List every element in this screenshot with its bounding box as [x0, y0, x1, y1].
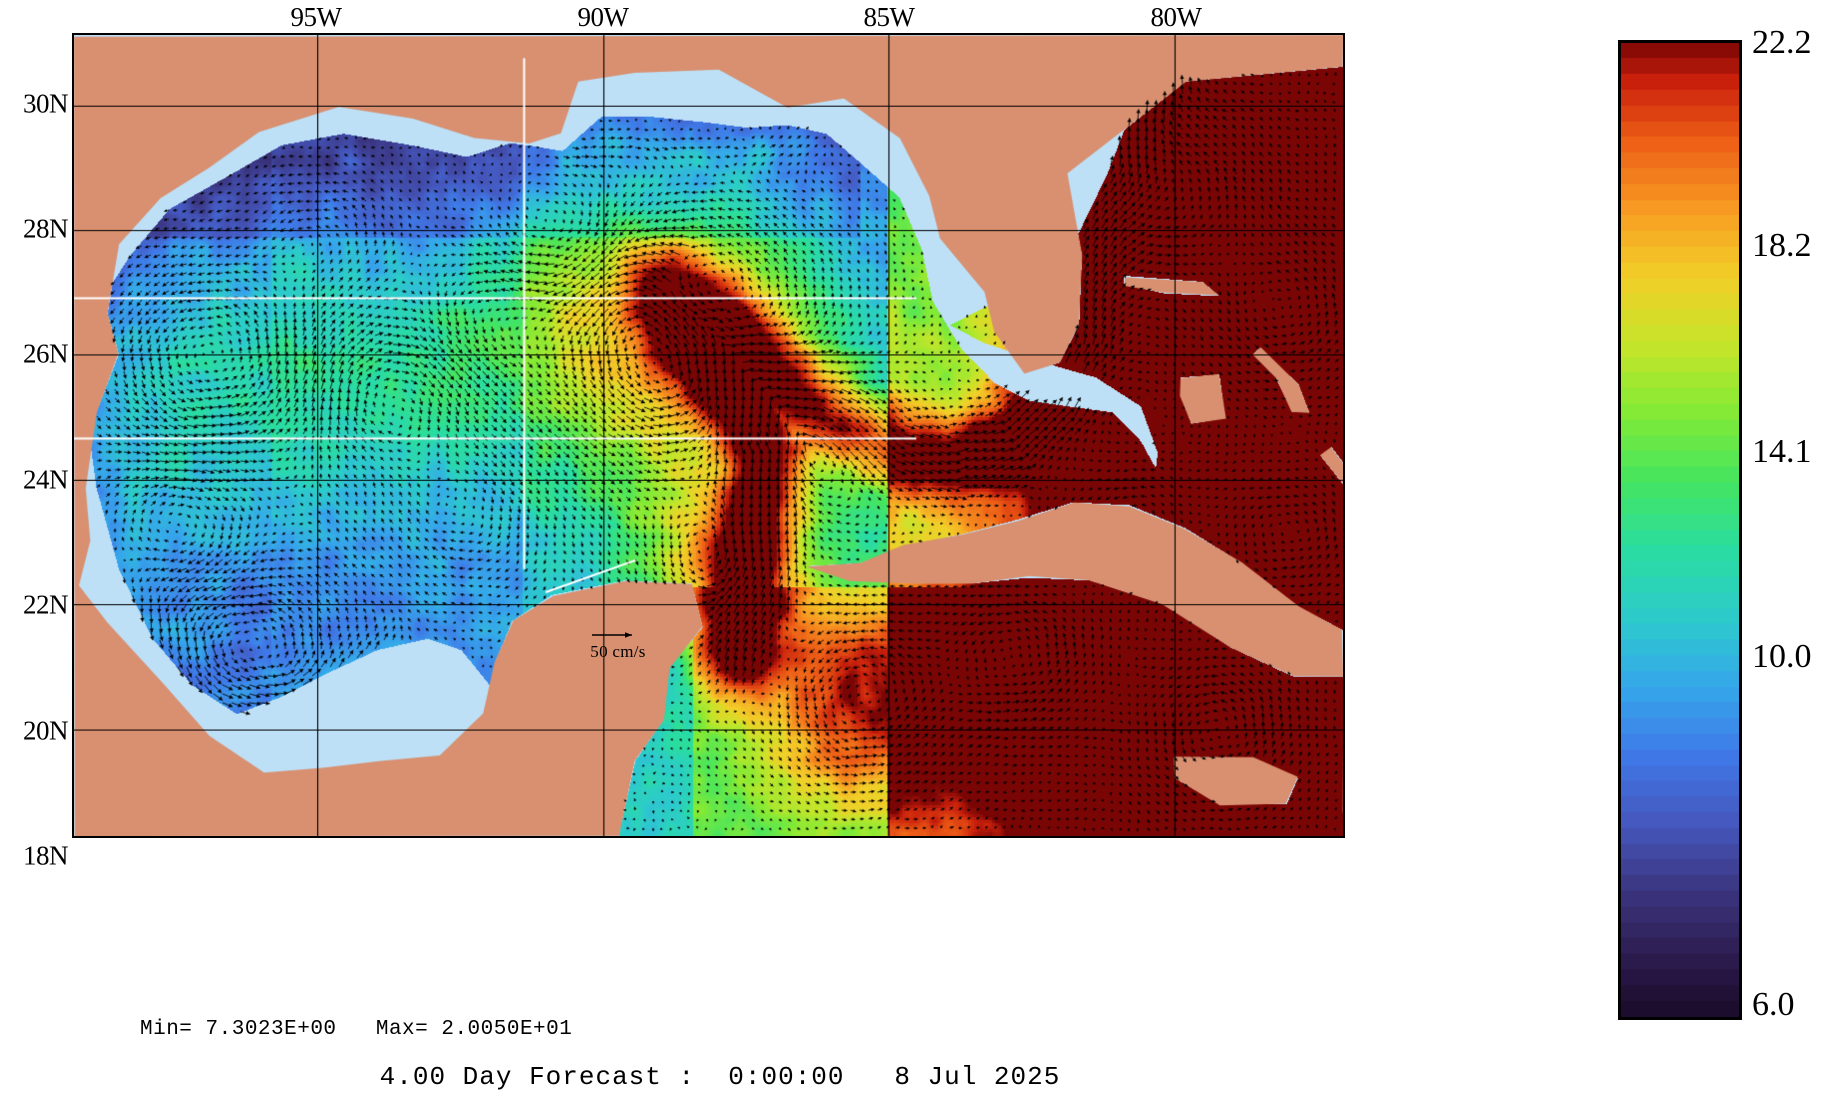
- colorbar-gradient: [1618, 40, 1742, 1020]
- colorbar-canvas: [1621, 43, 1739, 1017]
- lon-tick-label-85w: 85W: [863, 2, 915, 32]
- lat-tick-label-26n: 26N: [23, 338, 69, 369]
- colorbar[interactable]: [1618, 40, 1742, 1020]
- colorbar-tick-18-2: 18.2: [1752, 227, 1812, 264]
- lat-tick-label-24n: 24N: [23, 464, 69, 495]
- colorbar-tick-6-0: 6.0: [1752, 986, 1795, 1023]
- graticule-grid: [74, 35, 1343, 836]
- forecast-title: 4.00 Day Forecast : 0:00:00 8 Jul 2025: [379, 1062, 1061, 1092]
- map-plot-area[interactable]: 50 cm/s: [72, 33, 1345, 838]
- lat-tick-label-22n: 22N: [23, 589, 69, 620]
- lat-tick-label-28n: 28N: [23, 213, 69, 244]
- colorbar-tick-14-1: 14.1: [1752, 433, 1812, 470]
- lat-tick-label-30n: 30N: [23, 88, 69, 119]
- lon-tick-label-95w: 95W: [290, 2, 342, 32]
- colorbar-tick-10-0: 10.0: [1752, 638, 1812, 675]
- lon-tick-label-90w: 90W: [577, 2, 629, 32]
- min-max-readout: Min= 7.3023E+00 Max= 2.0050E+01: [140, 1018, 573, 1041]
- colorbar-tick-22-2: 22.2: [1752, 24, 1812, 61]
- lon-tick-label-80w: 80W: [1150, 2, 1202, 32]
- lat-tick-label-18n: 18N: [23, 840, 69, 871]
- lat-tick-label-20n: 20N: [23, 715, 69, 746]
